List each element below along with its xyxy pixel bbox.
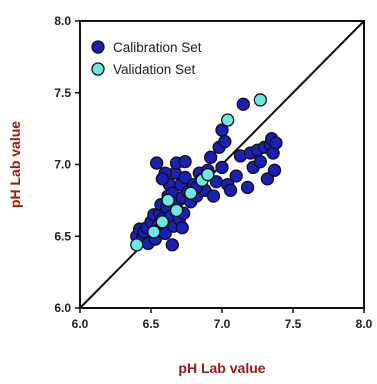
calibration-point <box>215 160 229 175</box>
calibration-point <box>267 163 282 177</box>
calibration-point <box>165 238 179 252</box>
calibration-point <box>218 134 232 149</box>
validation-point <box>184 186 198 200</box>
calibration-point <box>236 97 250 111</box>
validation-point <box>161 193 175 208</box>
calibration-point <box>155 172 170 186</box>
x-tick-label: 7.0 <box>214 317 231 331</box>
y-tick-label: 6.0 <box>54 301 71 315</box>
calibration-point <box>215 123 229 137</box>
y-tick-label: 7.5 <box>54 86 71 100</box>
calibration-point <box>253 154 267 169</box>
legend-label-validation: Validation Set <box>113 62 196 77</box>
validation-point <box>169 203 184 218</box>
calibration-point <box>150 156 164 170</box>
legend-marker-calibration <box>91 40 105 54</box>
y-tick-label: 8.0 <box>54 14 71 28</box>
calibration-point <box>240 180 255 195</box>
ticks-layer: 6.0 6.5 7.0 7.5 8.0 6.0 6.5 7.0 7.5 8.0 <box>54 14 372 331</box>
legend-label-calibration: Calibration Set <box>113 40 202 55</box>
y-axis-title: pH Lab value <box>7 121 23 208</box>
validation-point <box>155 215 170 229</box>
calibration-point <box>260 172 275 186</box>
legend-marker-validation <box>91 62 105 76</box>
validation-point <box>147 225 161 239</box>
validation-point <box>201 167 215 182</box>
x-tick-label: 8.0 <box>356 317 373 331</box>
calibration-point <box>223 183 238 197</box>
calibration-point <box>175 220 189 235</box>
calibration-point <box>178 170 192 185</box>
x-tick-label: 6.0 <box>72 317 89 331</box>
x-tick-label: 6.5 <box>143 317 160 331</box>
y-tick-label: 7.0 <box>54 158 71 172</box>
y-tick-label: 6.5 <box>54 229 71 243</box>
calibration-point <box>203 150 218 164</box>
x-tick-label: 7.5 <box>285 317 302 331</box>
legend: Calibration Set Validation Set <box>91 40 202 77</box>
validation-point <box>130 238 144 252</box>
calibration-point <box>178 154 192 169</box>
calibration-point <box>229 169 243 183</box>
points-layer <box>130 93 283 252</box>
validation-point <box>253 93 267 107</box>
validation-point <box>221 113 235 127</box>
calibration-point <box>269 136 283 150</box>
x-axis-title: pH Lab value <box>178 360 265 376</box>
calibration-point <box>206 189 221 203</box>
